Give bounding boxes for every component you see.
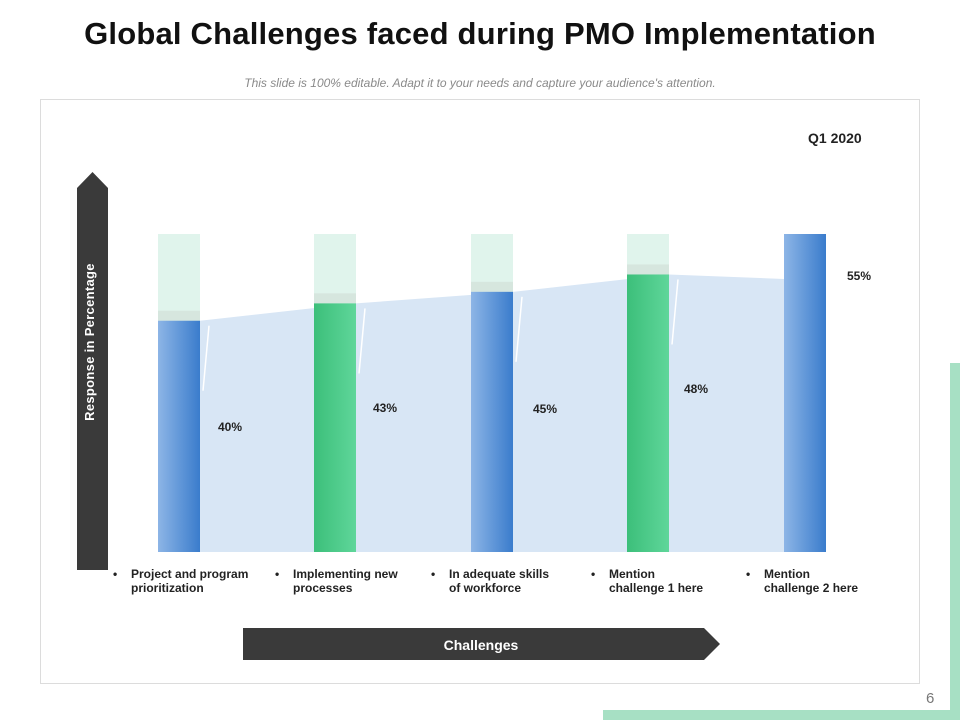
x-axis-arrow <box>243 628 720 660</box>
leader-line <box>828 238 836 305</box>
category-line: Mention <box>764 567 810 581</box>
category-label-5: • Mention challenge 2 here <box>746 567 904 595</box>
bullet-icon: • <box>746 567 751 581</box>
page-subtitle: This slide is 100% editable. Adapt it to… <box>244 76 716 90</box>
category-line: of workforce <box>449 581 522 595</box>
data-label-5: 55% <box>847 269 871 283</box>
bullet-icon: • <box>113 567 118 581</box>
page-title: Global Challenges faced during PMO Imple… <box>84 16 876 51</box>
data-label-3: 45% <box>533 402 557 416</box>
data-label-1: 40% <box>218 420 242 434</box>
bar-shadow <box>158 310 200 321</box>
bar-shadow <box>314 293 356 304</box>
accent-bar-vertical <box>950 363 960 720</box>
category-line: In adequate skills <box>449 567 550 581</box>
bullet-icon: • <box>431 567 436 581</box>
category-line: Project and program <box>131 567 249 581</box>
category-label-4: • Mention challenge 1 here <box>591 567 749 595</box>
leader-line <box>358 308 366 374</box>
category-label-2: • Implementing new processes <box>275 567 433 595</box>
data-label-4: 48% <box>684 382 708 396</box>
bar-shadow <box>627 264 669 275</box>
x-axis-label: Challenges <box>443 637 519 653</box>
category-line: Implementing new <box>293 567 398 581</box>
chart-title: Q1 2020 <box>808 130 862 146</box>
bar-shadow <box>471 281 513 292</box>
bullet-icon: • <box>275 567 280 581</box>
page-number: 6 <box>926 690 935 707</box>
bar-3 <box>471 291 513 552</box>
category-label-1: • Project and program prioritization <box>113 567 271 595</box>
accent-bar-horizontal <box>603 710 960 720</box>
leader-line <box>202 325 210 391</box>
bar-4 <box>627 274 669 552</box>
y-axis-label: Response in Percentage <box>82 263 97 421</box>
category-line: challenge 2 here <box>764 581 859 595</box>
category-line: Mention <box>609 567 655 581</box>
leader-line <box>671 279 679 345</box>
y-axis-arrow <box>77 172 108 570</box>
category-line: processes <box>293 581 353 595</box>
category-label-3: • In adequate skills of workforce <box>431 567 589 595</box>
bullet-icon: • <box>591 567 596 581</box>
bar-5 <box>784 234 826 552</box>
bar-1 <box>158 320 200 552</box>
data-label-2: 43% <box>373 401 397 415</box>
category-line: challenge 1 here <box>609 581 704 595</box>
bar-2 <box>314 303 356 552</box>
leader-line <box>515 296 523 362</box>
category-line: prioritization <box>131 581 204 595</box>
